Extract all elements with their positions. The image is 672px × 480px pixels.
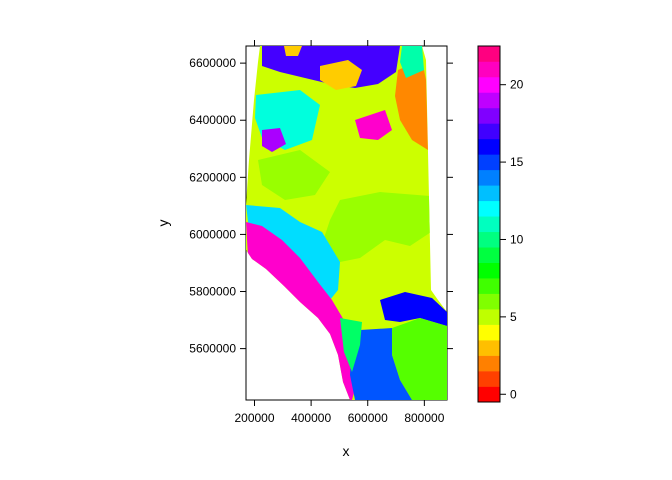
map-region-grass-patch (258, 150, 330, 200)
colorbar-cell (478, 340, 500, 356)
colorbar-cell (478, 247, 500, 263)
map-raster (246, 46, 447, 400)
colorbar-cell (478, 92, 500, 109)
y-tick-label: 5800000 (189, 285, 236, 299)
x-axis-title: x (343, 443, 350, 459)
y-tick-label: 6400000 (189, 113, 236, 127)
map-region-peace-patch-2 (355, 110, 392, 140)
colorbar-cell (478, 309, 500, 325)
x-axis: 200000 400000 600000 800000 (234, 40, 445, 425)
map-region-central-parkland (322, 192, 431, 262)
colorbar-cell (478, 154, 500, 171)
colorbar-frame (477, 45, 501, 403)
colorbar-cell (478, 355, 500, 372)
map-region-south-east-dry (380, 292, 447, 326)
colorbar-cell (478, 371, 500, 387)
y-tick-label: 5600000 (189, 342, 236, 356)
colorbar-cell (478, 386, 500, 403)
map-region-lake-gold (320, 60, 362, 90)
y-tick-label: 6000000 (189, 227, 236, 241)
colorbar-cell (478, 324, 500, 341)
map-region-peace-patch (262, 128, 286, 152)
colorbar-tick-label: 0 (510, 387, 517, 401)
y-tick-label: 6600000 (189, 56, 236, 70)
colorbar-tick-label: 5 (510, 310, 517, 324)
map-region-south-east-central (350, 328, 412, 400)
colorbar-cell (478, 262, 500, 279)
map-region-rocky-mountains (246, 222, 358, 400)
colorbar-cell (478, 231, 500, 248)
colorbar-cell (478, 185, 500, 202)
map-region-north-lowland (400, 46, 424, 78)
map-region-lake-gold-small (284, 46, 302, 56)
map-region-north-east-corner (395, 60, 428, 150)
y-axis-title: y (155, 220, 171, 227)
colorbar-cell (478, 278, 500, 294)
colorbar-cell (478, 61, 500, 78)
colorbar-tick-label: 20 (510, 78, 524, 92)
colorbar-cell (478, 138, 500, 155)
colorbar-axis: 0 5 10 15 20 (500, 78, 524, 401)
colorbar-tick-label: 15 (510, 155, 524, 169)
colorbar-cell (478, 169, 500, 186)
x-tick-label: 800000 (404, 411, 444, 425)
colorbar-cell (478, 107, 500, 124)
x-tick-label: 400000 (291, 411, 331, 425)
colorbar (477, 45, 501, 403)
colorbar-tick-label: 10 (510, 232, 524, 246)
colorbar-cell (478, 46, 500, 62)
x-tick-label: 600000 (348, 411, 388, 425)
y-tick-label: 6200000 (189, 170, 236, 184)
map-region-south-east-grassland (392, 318, 447, 400)
colorbar-cell (478, 200, 500, 217)
x-tick-label: 200000 (234, 411, 274, 425)
colorbar-cell (478, 216, 500, 233)
y-axis: 5600000 5800000 6000000 6200000 6400000 66000… (189, 56, 453, 356)
colorbar-cell (478, 123, 500, 140)
map-region-south-green-strip (340, 318, 362, 372)
colorbar-cell (478, 293, 500, 310)
colorbar-cell (478, 76, 500, 93)
